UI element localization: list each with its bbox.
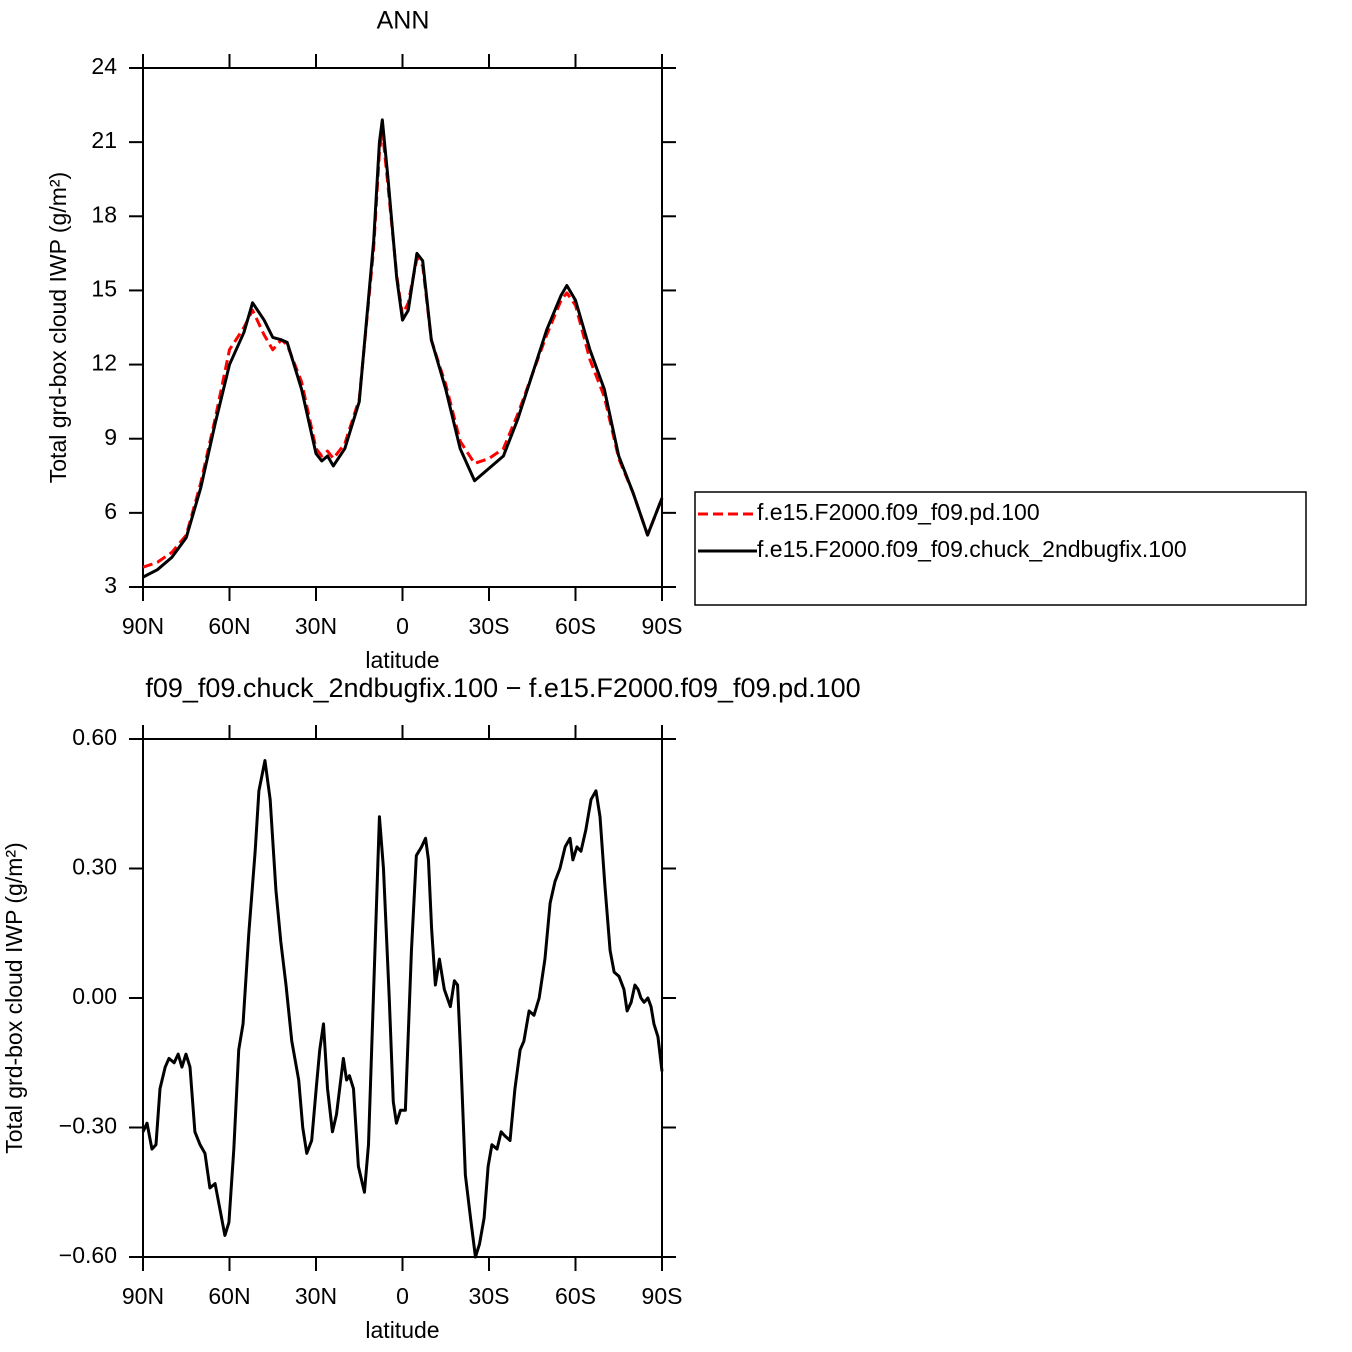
x-tick-label: 0 (396, 1283, 409, 1309)
x-tick-label: 30N (295, 613, 337, 639)
x-tick-label: 60N (208, 1283, 250, 1309)
x-tick-label: 90N (122, 613, 164, 639)
y-tick-label: 15 (91, 276, 117, 302)
y-tick-label: −0.60 (59, 1242, 117, 1268)
y-axis-label: Total grd-box cloud IWP (g/m²) (1, 842, 27, 1153)
x-tick-label: 60S (555, 613, 596, 639)
legend-label: f.e15.F2000.f09_f09.pd.100 (757, 499, 1040, 525)
legend-box (694, 491, 1307, 606)
chart-title: f09_f09.chuck_2ndbugfix.100 − f.e15.F200… (145, 673, 860, 703)
data-line (141, 759, 664, 1259)
x-tick-label: 0 (396, 613, 409, 639)
data-line (142, 118, 664, 579)
x-tick-label: 90N (122, 1283, 164, 1309)
x-tick-label: 90S (642, 1283, 683, 1309)
y-axis-label: Total grd-box cloud IWP (g/m²) (45, 172, 71, 483)
y-tick-label: 18 (91, 201, 117, 227)
data-line (142, 128, 664, 569)
plot-frame (142, 67, 663, 588)
x-axis-label: latitude (365, 1317, 439, 1343)
x-tick-label: 30S (469, 1283, 510, 1309)
y-tick-label: 0.30 (72, 854, 117, 880)
y-tick-label: 3 (104, 572, 117, 598)
y-tick-label: −0.30 (59, 1113, 117, 1139)
y-tick-label: 0.60 (72, 724, 117, 750)
y-tick-label: 9 (104, 424, 117, 450)
legend-label: f.e15.F2000.f09_f09.chuck_2ndbugfix.100 (757, 536, 1187, 562)
x-tick-label: 60N (208, 613, 250, 639)
y-tick-label: 12 (91, 350, 117, 376)
chart-title: ANN (377, 7, 430, 35)
x-tick-label: 90S (642, 613, 683, 639)
y-tick-label: 0.00 (72, 983, 117, 1009)
x-tick-label: 30S (469, 613, 510, 639)
x-tick-label: 30N (295, 1283, 337, 1309)
y-tick-label: 6 (104, 498, 117, 524)
y-tick-label: 24 (91, 53, 117, 79)
plot-frame (142, 738, 663, 1258)
x-axis-label: latitude (365, 647, 439, 673)
y-tick-label: 21 (91, 127, 117, 153)
x-tick-label: 60S (555, 1283, 596, 1309)
